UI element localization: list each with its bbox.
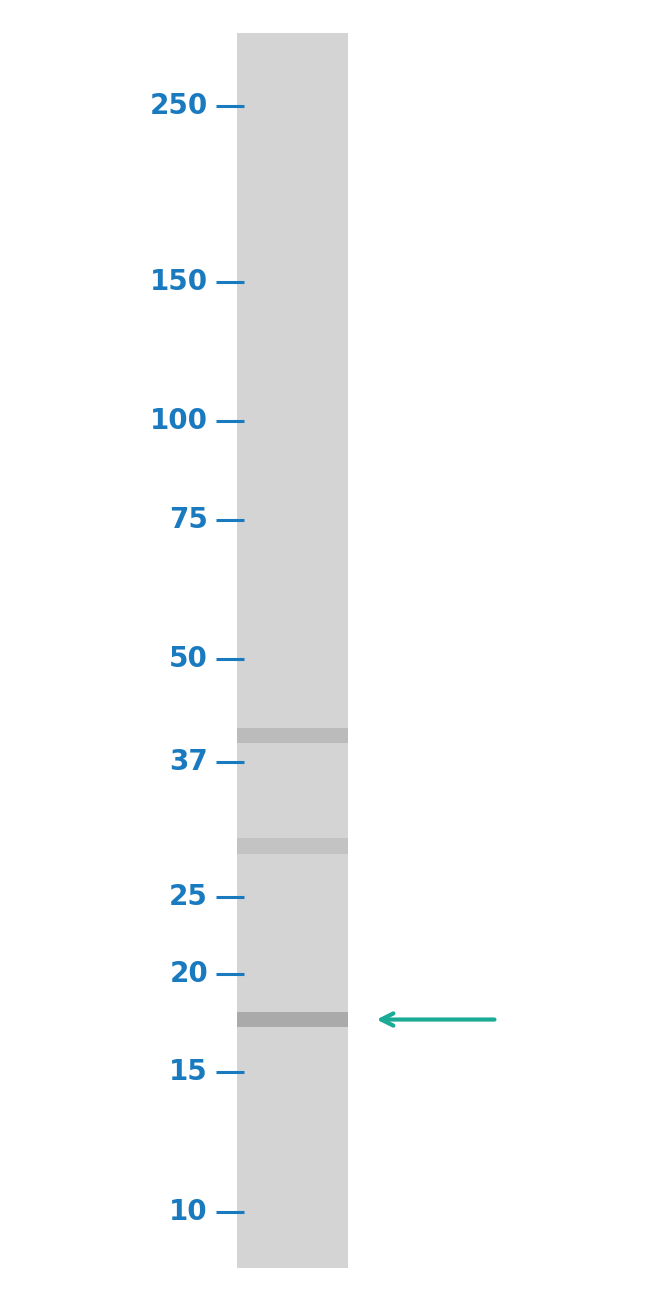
Text: 37: 37	[169, 749, 208, 776]
Text: 75: 75	[169, 506, 208, 534]
Text: 15: 15	[169, 1058, 208, 1087]
Bar	[237, 1011, 348, 1027]
Text: 150: 150	[150, 268, 208, 296]
Text: 250: 250	[150, 92, 208, 121]
Text: 20: 20	[169, 959, 208, 988]
Text: 25: 25	[169, 883, 208, 911]
Text: 100: 100	[150, 407, 208, 436]
Text: 50: 50	[169, 645, 208, 673]
Text: 10: 10	[170, 1197, 208, 1226]
Bar	[237, 32, 348, 1268]
Bar	[237, 728, 348, 744]
Bar	[237, 838, 348, 854]
